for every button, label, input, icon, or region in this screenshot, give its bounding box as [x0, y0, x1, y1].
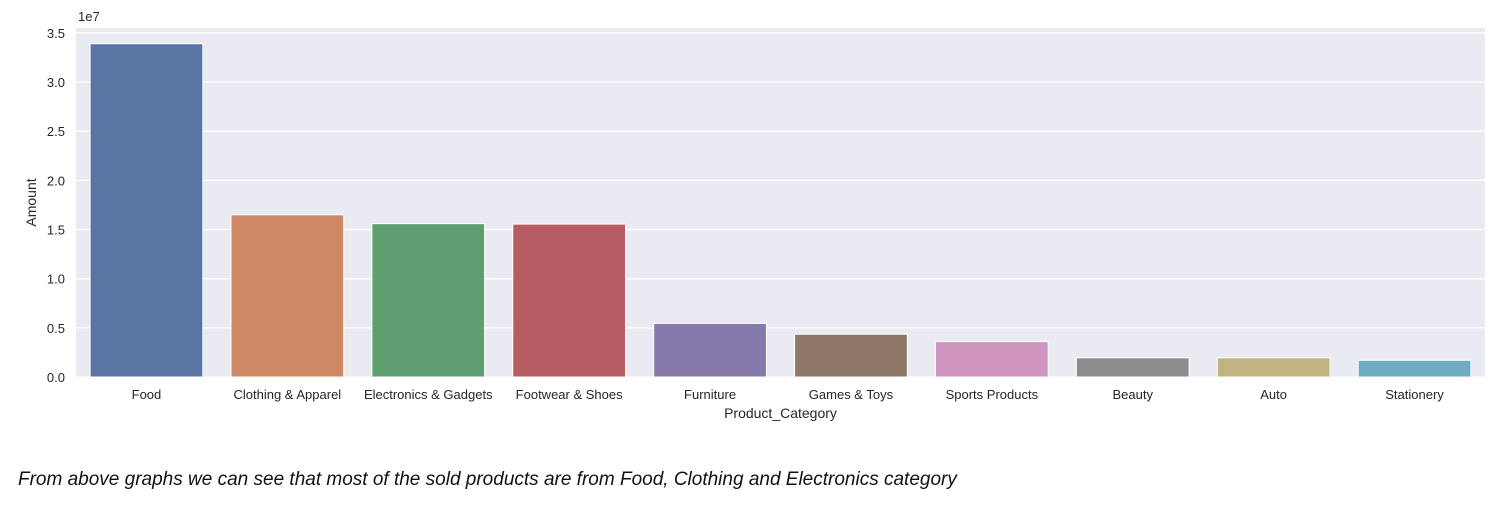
bar [1357, 359, 1472, 378]
x-tick-labels: Food Clothing & Apparel Electronics & Gadg… [132, 387, 1445, 402]
bar [934, 341, 1049, 378]
bar [1216, 357, 1331, 378]
x-tick-label: Games & Toys [809, 387, 894, 402]
x-tick-label: Electronics & Gadgets [364, 387, 493, 402]
y-tick-label: 2.5 [47, 124, 65, 139]
y-axis-title: Amount [23, 178, 39, 226]
y-tick-labels: 0.0 0.5 1.0 1.5 2.0 2.5 3.0 3.5 [47, 26, 65, 385]
bar [1075, 357, 1190, 378]
y-tick-label: 1.5 [47, 223, 65, 238]
x-tick-label: Sports Products [946, 387, 1039, 402]
bar [230, 214, 345, 378]
caption-text: From above graphs we can see that most o… [18, 469, 957, 490]
x-tick-label: Beauty [1113, 387, 1154, 402]
bar [89, 43, 204, 378]
x-tick-label: Auto [1260, 387, 1287, 402]
y-tick-label: 3.0 [47, 75, 65, 90]
bar-chart: 0.0 0.5 1.0 1.5 2.0 2.5 3.0 3.5 Food Clothing & … [23, 9, 1485, 421]
x-tick-label: Footwear & Shoes [516, 387, 623, 402]
bars [89, 43, 1472, 378]
y-tick-label: 1.0 [47, 272, 65, 287]
bar [794, 333, 908, 378]
y-axis-offset-label: 1e7 [78, 9, 100, 24]
bar [653, 322, 767, 378]
bar [371, 223, 486, 378]
x-axis-title: Product_Category [724, 405, 837, 421]
bar [512, 223, 627, 378]
x-tick-label: Clothing & Apparel [234, 387, 342, 402]
chart-svg: 0.0 0.5 1.0 1.5 2.0 2.5 3.0 3.5 Food Clothing & … [23, 9, 1485, 421]
y-tick-label: 0.0 [47, 370, 65, 385]
x-tick-label: Stationery [1385, 387, 1444, 402]
y-tick-label: 2.0 [47, 173, 65, 188]
x-tick-label: Food [132, 387, 162, 402]
x-tick-label: Furniture [684, 387, 736, 402]
y-tick-label: 3.5 [47, 26, 65, 41]
y-tick-label: 0.5 [47, 321, 65, 336]
